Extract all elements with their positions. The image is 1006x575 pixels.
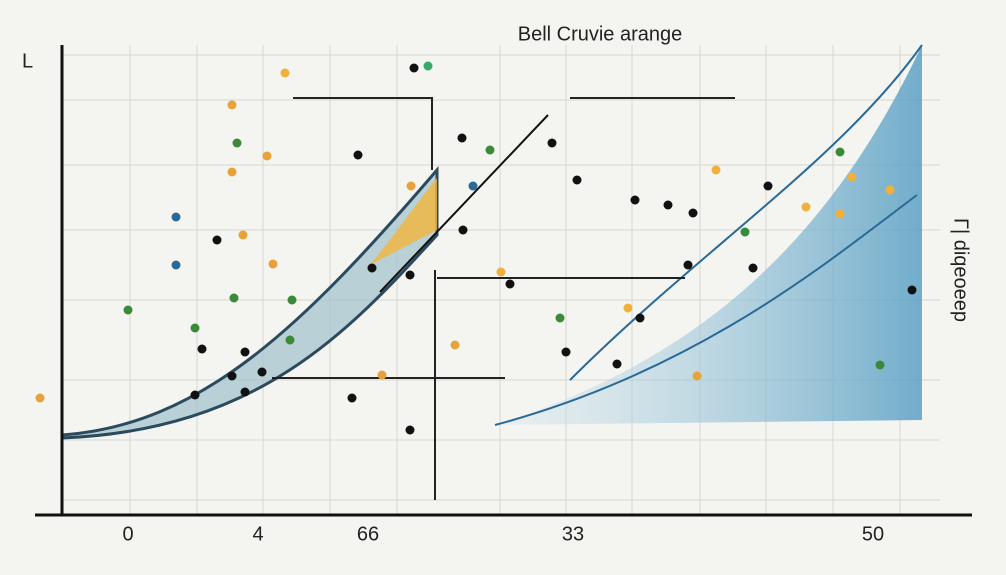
dot xyxy=(280,68,290,78)
dot xyxy=(875,360,885,370)
dot xyxy=(555,313,565,323)
x-label: 0 xyxy=(122,523,133,545)
dot xyxy=(212,235,222,245)
dot xyxy=(268,259,278,269)
corner-label: L xyxy=(22,50,33,72)
dot xyxy=(197,344,207,354)
dot xyxy=(688,208,698,218)
x-label: 50 xyxy=(862,523,884,545)
dot xyxy=(227,167,237,177)
right-line xyxy=(494,194,918,426)
dot xyxy=(190,323,200,333)
dot xyxy=(409,63,419,73)
dot xyxy=(561,347,571,357)
dot xyxy=(35,393,45,403)
brackets xyxy=(272,97,735,500)
dot xyxy=(423,61,433,71)
dot xyxy=(171,260,181,270)
dot xyxy=(367,263,377,273)
dot xyxy=(458,225,468,235)
dot xyxy=(406,181,416,191)
dot xyxy=(240,387,250,397)
dot xyxy=(683,260,693,270)
dot xyxy=(171,212,181,222)
dot xyxy=(835,147,845,157)
dot xyxy=(692,371,702,381)
dot xyxy=(377,370,387,380)
dot xyxy=(630,195,640,205)
dot xyxy=(405,270,415,280)
dot xyxy=(711,165,721,175)
dot xyxy=(763,181,773,191)
dot xyxy=(450,340,460,350)
dot xyxy=(190,390,200,400)
dot xyxy=(547,138,557,148)
dot xyxy=(468,181,478,191)
dot xyxy=(835,209,845,219)
dot xyxy=(240,347,250,357)
dot xyxy=(496,267,506,277)
dot xyxy=(405,425,415,435)
dots xyxy=(35,61,917,435)
highlight xyxy=(370,178,437,265)
dot xyxy=(612,359,622,369)
trend-line xyxy=(379,114,549,293)
dot xyxy=(572,175,582,185)
dot xyxy=(485,145,495,155)
dot xyxy=(257,367,267,377)
dot xyxy=(232,138,242,148)
dot xyxy=(623,303,633,313)
dot xyxy=(238,230,248,240)
side-label: Γ| diqeoeep xyxy=(950,218,972,322)
dot xyxy=(227,371,237,381)
dot xyxy=(123,305,133,315)
dot xyxy=(740,227,750,237)
dot xyxy=(285,335,295,345)
dot xyxy=(907,285,917,295)
dot xyxy=(885,185,895,195)
dot xyxy=(801,202,811,212)
dot xyxy=(663,200,673,210)
x-labels: 0 4 66 33 50 xyxy=(122,523,884,545)
x-label: 66 xyxy=(357,523,379,545)
dot xyxy=(748,263,758,273)
x-label: 4 xyxy=(252,523,263,545)
dot xyxy=(457,133,467,143)
dot xyxy=(505,279,515,289)
x-label: 33 xyxy=(562,523,584,545)
dot xyxy=(847,172,857,182)
dot xyxy=(229,293,239,303)
dot xyxy=(353,150,363,160)
right-curve xyxy=(569,44,923,381)
dot xyxy=(287,295,297,305)
title: Bell Cruvie arange xyxy=(518,23,683,45)
dot xyxy=(635,313,645,323)
right-area xyxy=(495,45,922,425)
dot xyxy=(347,393,357,403)
dot xyxy=(227,100,237,110)
dot xyxy=(262,151,272,161)
